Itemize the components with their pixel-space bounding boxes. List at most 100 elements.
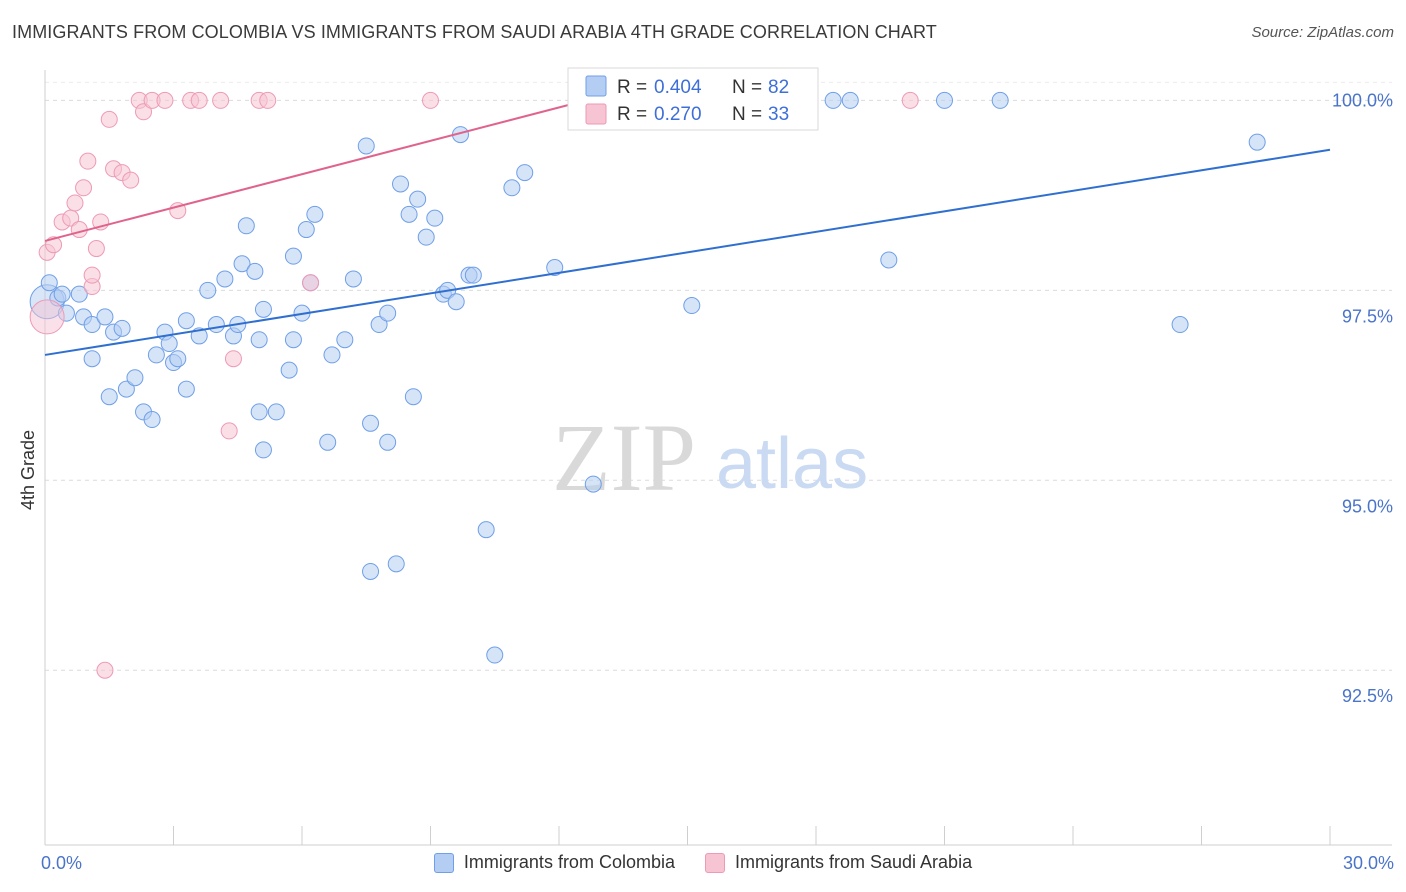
data-point: [409, 190, 427, 208]
data-point: [126, 369, 144, 387]
data-point: [199, 281, 217, 299]
x-tick-label: 0.0%: [41, 853, 82, 873]
data-point: [135, 103, 153, 121]
y-tick-label: 97.5%: [1342, 306, 1393, 326]
x-tick-label: 30.0%: [1343, 853, 1394, 873]
data-point: [212, 91, 230, 109]
data-point: [284, 247, 302, 265]
data-point: [379, 433, 397, 451]
bottom-legend-label-colombia: Immigrants from Colombia: [463, 852, 675, 872]
y-tick-label: 95.0%: [1342, 496, 1393, 516]
data-point: [404, 388, 422, 406]
data-point: [379, 304, 397, 322]
data-point: [400, 205, 418, 223]
data-point: [224, 350, 242, 368]
bottom-legend-label-saudi: Immigrants from Saudi Arabia: [734, 852, 973, 872]
trend-line-colombia: [44, 148, 1331, 356]
data-point: [177, 312, 195, 330]
x-tick-labels: 0.0% 30.0%: [41, 853, 1394, 873]
data-point: [53, 285, 71, 303]
data-point: [100, 388, 118, 406]
data-point: [297, 221, 315, 239]
data-point: [254, 300, 272, 318]
data-point: [357, 137, 375, 155]
data-point: [392, 175, 410, 193]
y-axis-title: 4th Grade: [18, 430, 38, 510]
data-point: [160, 335, 178, 353]
bottom-legend-swatch-colombia: [433, 852, 454, 873]
data-point: [83, 350, 101, 368]
trend-line-saudi-arabia: [44, 84, 645, 242]
data-point: [96, 661, 114, 679]
data-point: [516, 164, 534, 182]
data-point: [323, 346, 341, 364]
legend-n-label-colombia: N =: [732, 77, 762, 98]
data-point: [901, 91, 919, 109]
data-point: [40, 274, 58, 292]
data-point: [117, 380, 135, 398]
legend-n-value-saudi: 33: [768, 104, 789, 125]
data-point: [387, 555, 405, 573]
legend-r-value-saudi: 0.270: [654, 104, 702, 125]
data-point: [29, 299, 65, 335]
data-point: [233, 255, 251, 273]
data-point: [447, 293, 465, 311]
legend-r-value-colombia: 0.404: [654, 77, 702, 98]
legend-r-label-colombia: R =: [617, 77, 647, 98]
data-point: [280, 361, 298, 379]
data-point: [546, 259, 564, 277]
bottom-legend: Immigrants from Colombia Immigrants from…: [0, 852, 1406, 873]
data-point: [254, 441, 272, 459]
data-point: [464, 266, 482, 284]
legend-n-label-saudi: N =: [732, 104, 762, 125]
data-point: [1171, 316, 1189, 334]
data-point: [237, 217, 255, 235]
data-point: [250, 331, 268, 349]
watermark: ZIP atlas: [552, 404, 868, 511]
bottom-legend-swatch-saudi: [704, 852, 725, 873]
data-point: [143, 411, 161, 429]
data-point: [824, 91, 842, 109]
data-point: [417, 228, 435, 246]
data-point: [190, 91, 208, 109]
data-point: [100, 110, 118, 128]
data-point: [306, 205, 324, 223]
trend-lines: [44, 84, 1331, 356]
data-point: [336, 331, 354, 349]
data-point: [422, 91, 439, 109]
data-point: [70, 285, 88, 303]
y-tick-label: 100.0%: [1332, 90, 1393, 110]
legend-n-value-colombia: 82: [768, 77, 789, 98]
correlation-legend: R = 0.404 N = 82 R = 0.270 N = 33: [567, 67, 819, 131]
data-point: [267, 403, 285, 421]
data-point: [302, 274, 320, 292]
source-label: Source: ZipAtlas.com: [1251, 24, 1394, 41]
data-point: [79, 152, 97, 170]
data-point: [344, 270, 362, 288]
bottom-legend-item-colombia: Immigrants from Colombia: [433, 852, 675, 873]
data-point: [284, 331, 302, 349]
legend-swatch-colombia: [585, 75, 607, 97]
series-colombia: [29, 91, 1266, 664]
data-point: [936, 91, 953, 109]
watermark-atlas: atlas: [716, 424, 868, 504]
data-point: [113, 319, 131, 337]
data-point: [169, 350, 187, 368]
data-point: [503, 179, 521, 197]
series-saudi-arabia: [29, 91, 919, 679]
legend-swatch-saudi: [585, 103, 607, 125]
correlation-legend-box: [567, 67, 819, 131]
gridlines: [45, 81, 1392, 671]
data-point: [477, 521, 495, 539]
data-point: [216, 270, 234, 288]
data-point: [75, 179, 93, 197]
data-point: [1248, 133, 1266, 151]
data-point: [880, 251, 898, 269]
data-point: [259, 91, 277, 109]
data-point: [96, 308, 114, 326]
y-tick-labels: 100.0% 97.5% 95.0% 92.5%: [1332, 90, 1393, 706]
data-point: [66, 194, 84, 212]
data-point: [246, 262, 264, 280]
data-point: [991, 91, 1009, 109]
